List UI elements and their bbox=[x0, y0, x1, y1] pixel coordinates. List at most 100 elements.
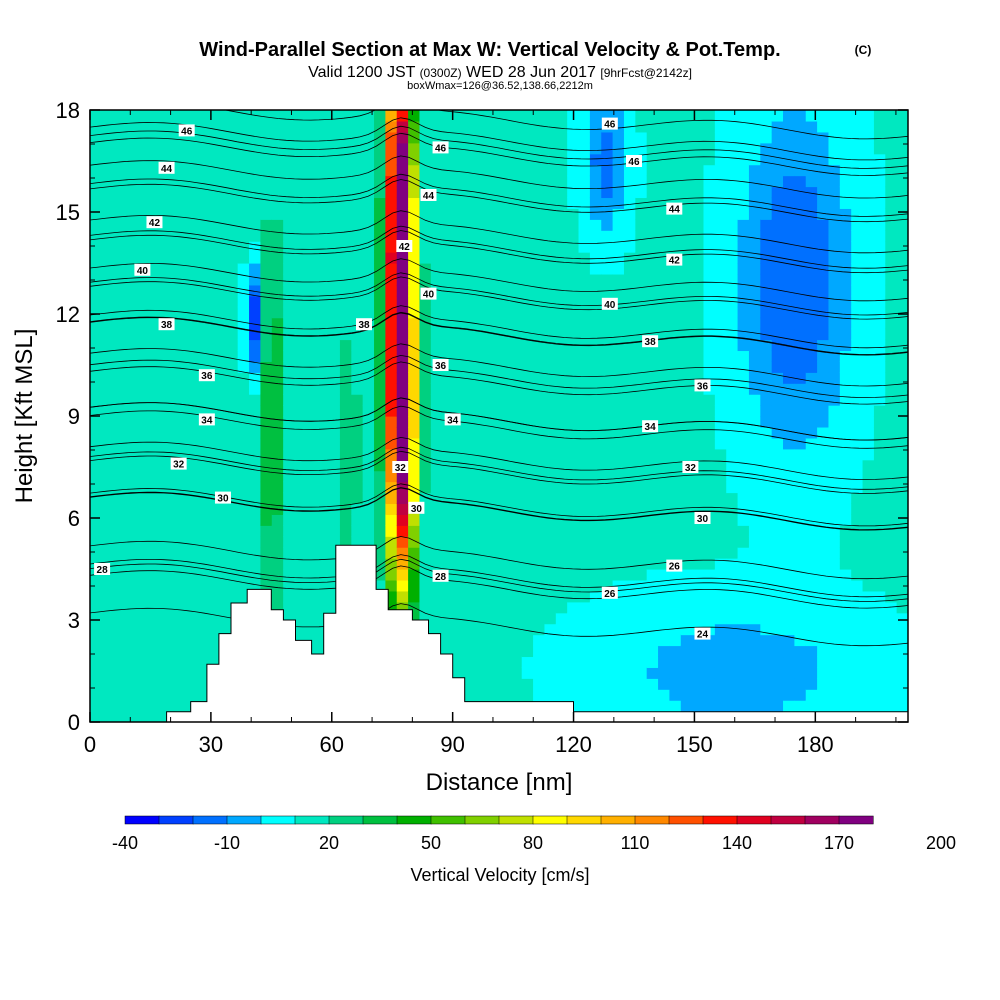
velocity-cell bbox=[203, 503, 216, 515]
velocity-cell bbox=[771, 164, 784, 177]
velocity-cell bbox=[90, 470, 102, 483]
velocity-cell bbox=[851, 503, 864, 515]
velocity-cell bbox=[828, 656, 841, 668]
velocity-cell bbox=[873, 426, 886, 439]
velocity-cell bbox=[567, 667, 580, 679]
velocity-cell bbox=[794, 678, 807, 690]
velocity-cell bbox=[760, 328, 773, 341]
velocity-cell bbox=[612, 656, 625, 668]
velocity-cell bbox=[692, 328, 705, 341]
velocity-cell bbox=[794, 416, 807, 428]
velocity-cell bbox=[885, 219, 898, 231]
velocity-cell bbox=[408, 394, 421, 406]
velocity-cell bbox=[783, 590, 795, 603]
y-tick-label: 12 bbox=[56, 302, 80, 327]
velocity-cell bbox=[635, 350, 648, 362]
velocity-cell bbox=[510, 306, 523, 319]
velocity-cell bbox=[748, 230, 761, 242]
velocity-cell bbox=[544, 667, 557, 679]
velocity-cell bbox=[737, 700, 750, 712]
velocity-cell bbox=[851, 448, 864, 461]
velocity-cell bbox=[646, 263, 659, 275]
velocity-cell bbox=[555, 590, 568, 603]
velocity-cell bbox=[169, 667, 182, 679]
velocity-cell bbox=[192, 306, 205, 319]
velocity-cell bbox=[839, 536, 852, 548]
velocity-cell bbox=[817, 437, 830, 450]
velocity-cell bbox=[896, 219, 908, 231]
velocity-cell bbox=[623, 142, 636, 155]
velocity-cell bbox=[748, 153, 761, 166]
velocity-cell bbox=[760, 164, 773, 177]
velocity-cell bbox=[817, 405, 830, 417]
velocity-cell bbox=[169, 612, 182, 625]
velocity-cell bbox=[339, 361, 352, 373]
isentrope-label: 30 bbox=[411, 504, 423, 515]
isentrope-label: 34 bbox=[447, 415, 459, 426]
velocity-cell bbox=[623, 284, 636, 297]
velocity-cell bbox=[135, 536, 148, 548]
velocity-cell bbox=[90, 131, 102, 144]
velocity-cell bbox=[396, 263, 409, 275]
velocity-cell bbox=[226, 186, 239, 199]
velocity-cell bbox=[305, 492, 318, 505]
velocity-cell bbox=[476, 131, 489, 144]
velocity-cell bbox=[771, 547, 784, 559]
isentrope-label-bg bbox=[158, 161, 175, 174]
velocity-cell bbox=[737, 481, 750, 494]
isentrope-label-bg bbox=[432, 359, 449, 371]
velocity-cell bbox=[214, 426, 227, 439]
velocity-cell bbox=[748, 481, 761, 494]
velocity-cell bbox=[828, 416, 841, 428]
isentrope-label: 32 bbox=[685, 463, 697, 474]
velocity-cell bbox=[726, 448, 739, 461]
velocity-cell bbox=[101, 350, 114, 362]
velocity-cell bbox=[283, 273, 296, 286]
velocity-cell bbox=[703, 263, 716, 275]
velocity-cell bbox=[328, 579, 341, 592]
velocity-cell bbox=[124, 153, 137, 166]
velocity-cell bbox=[476, 459, 489, 472]
velocity-cell bbox=[692, 569, 705, 581]
velocity-cell bbox=[873, 536, 886, 548]
velocity-cell bbox=[646, 328, 659, 341]
velocity-cell bbox=[771, 569, 784, 581]
velocity-cell bbox=[851, 317, 864, 330]
velocity-cell bbox=[601, 656, 614, 668]
velocity-cell bbox=[737, 284, 750, 297]
velocity-cell bbox=[124, 131, 137, 144]
velocity-cell bbox=[328, 295, 341, 308]
velocity-cell bbox=[885, 405, 898, 417]
velocity-cell bbox=[805, 197, 818, 209]
isentrope-line bbox=[90, 361, 908, 405]
velocity-cell bbox=[589, 416, 602, 428]
velocity-cell bbox=[271, 579, 284, 592]
velocity-cell bbox=[828, 645, 841, 658]
velocity-cell bbox=[101, 339, 114, 352]
velocity-cell bbox=[862, 645, 875, 658]
velocity-cell bbox=[146, 667, 159, 679]
velocity-cell bbox=[192, 273, 205, 286]
velocity-cell bbox=[362, 536, 375, 548]
velocity-cell bbox=[692, 120, 705, 133]
velocity-cell bbox=[237, 110, 250, 122]
velocity-cell bbox=[703, 645, 716, 658]
velocity-cell bbox=[589, 186, 602, 199]
velocity-cell bbox=[487, 590, 500, 603]
x-tick-label: 0 bbox=[84, 732, 96, 757]
velocity-cell bbox=[851, 164, 864, 177]
velocity-cell bbox=[124, 667, 137, 679]
velocity-cell bbox=[237, 219, 250, 231]
velocity-cell bbox=[374, 437, 386, 450]
velocity-cell bbox=[873, 503, 886, 515]
velocity-cell bbox=[533, 219, 546, 231]
velocity-cell bbox=[760, 339, 773, 352]
velocity-cell bbox=[873, 197, 886, 209]
velocity-cell bbox=[646, 110, 659, 122]
velocity-cell bbox=[737, 328, 750, 341]
velocity-cell bbox=[158, 208, 171, 220]
velocity-cell bbox=[885, 623, 898, 636]
velocity-cell bbox=[623, 492, 636, 505]
velocity-cell bbox=[499, 448, 511, 461]
velocity-cell bbox=[783, 700, 795, 712]
